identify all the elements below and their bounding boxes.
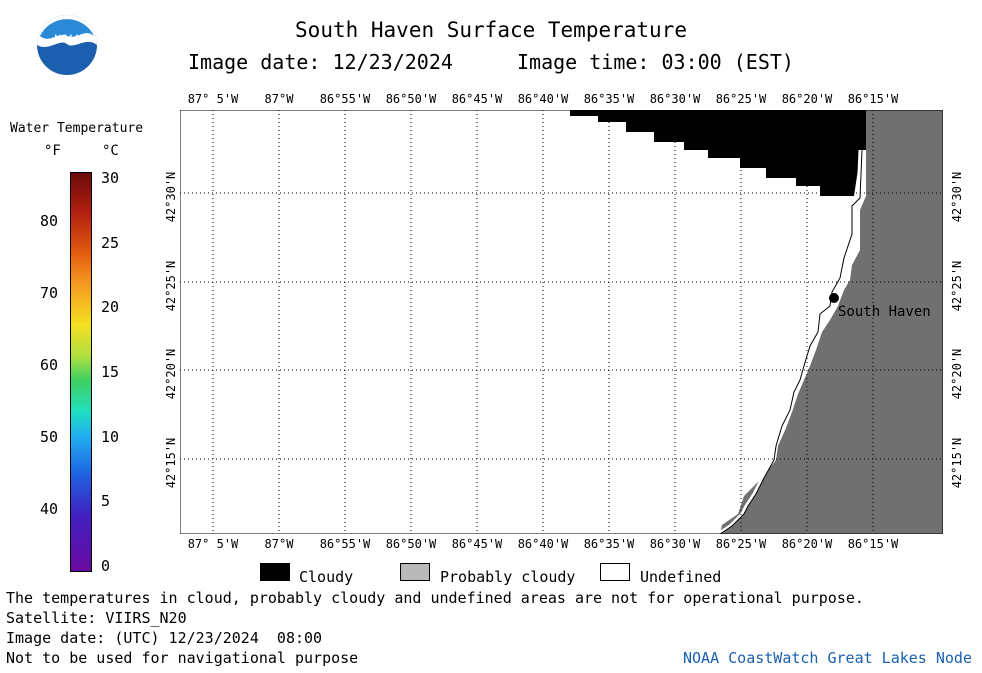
land-area — [720, 110, 943, 534]
credit: NOAA CoastWatch Great Lakes Node — [683, 649, 972, 667]
south-haven-label: South Haven — [838, 304, 931, 320]
south-haven-marker — [829, 293, 839, 303]
lon-label-top: 86°55'W — [319, 92, 371, 106]
lon-label-top: 86°25'W — [715, 92, 767, 106]
lon-label-bottom: 86°45'W — [451, 537, 503, 551]
lat-label-right: 42°20'N — [950, 348, 964, 400]
lon-label-top: 86°35'W — [583, 92, 635, 106]
colorbar-unit-c: °C — [102, 143, 119, 159]
legend-probably-cloudy-label: Probably cloudy — [440, 568, 576, 586]
lon-label-top: 86°40'W — [517, 92, 569, 106]
lat-label-left: 42°30'N — [164, 171, 178, 223]
lon-label-top: 86°20'W — [781, 92, 833, 106]
celsius-tick: 10 — [101, 427, 120, 446]
lon-label-top: 86°30'W — [649, 92, 701, 106]
celsius-tick: 30 — [101, 169, 120, 187]
celsius-tick: 20 — [101, 298, 120, 317]
celsius-tick: 25 — [101, 233, 120, 252]
lon-label-top: 86°45'W — [451, 92, 503, 106]
image-date-label: Image date: 12/23/2024 — [188, 50, 453, 74]
lon-label-bottom: 86°20'W — [781, 537, 833, 551]
lon-label-bottom: 86°55'W — [319, 537, 371, 551]
colorbar-title: Water Temperature — [10, 121, 144, 136]
colorbar-unit-f: °F — [44, 143, 61, 159]
lon-label-bottom: 86°25'W — [715, 537, 767, 551]
coastline — [717, 149, 862, 534]
lon-label-bottom: 86°15'W — [847, 537, 899, 551]
celsius-tick: 15 — [101, 363, 120, 381]
fahrenheit-tick: 40 — [40, 499, 59, 518]
lat-label-left: 42°25'N — [164, 260, 178, 312]
legend-cloudy-swatch — [260, 563, 290, 581]
map-title: South Haven Surface Temperature — [295, 18, 687, 42]
lat-label-right: 42°25'N — [950, 260, 964, 312]
utc-date: Image date: (UTC) 12/23/2024 08:00 — [6, 629, 323, 647]
satellite: Satellite: VIIRS_N20 — [6, 609, 187, 627]
legend-probably-cloudy-swatch — [400, 563, 430, 581]
lat-label-left: 42°15'N — [164, 437, 178, 489]
fahrenheit-tick: 70 — [40, 283, 59, 302]
lon-label-bottom: 86°30'W — [649, 537, 701, 551]
fahrenheit-tick: 80 — [40, 212, 59, 231]
legend-cloudy-label: Cloudy — [299, 568, 354, 586]
logo-text: NOAA — [54, 33, 80, 43]
disclaimer: The temperatures in cloud, probably clou… — [6, 589, 864, 607]
lon-label-top: 87° 5'W — [187, 92, 239, 106]
legend-undefined-swatch — [600, 563, 630, 581]
graticule — [180, 110, 943, 534]
fahrenheit-tick: 50 — [40, 427, 59, 446]
noaa-logo: NOAA — [37, 15, 97, 75]
legend-undefined-label: Undefined — [640, 568, 722, 586]
nav-warning: Not to be used for navigational purpose — [6, 649, 359, 667]
cloud-area — [570, 110, 866, 196]
lon-label-bottom: 86°40'W — [517, 537, 569, 551]
lon-label-top: 86°15'W — [847, 92, 899, 106]
lon-label-bottom: 87°W — [264, 537, 294, 551]
colorbar-gradient — [70, 172, 92, 572]
map-frame: South Haven — [180, 110, 943, 534]
lon-label-top: 86°50'W — [385, 92, 437, 106]
lat-label-left: 42°20'N — [164, 348, 178, 400]
lon-label-bottom: 86°35'W — [583, 537, 635, 551]
lon-label-top: 87°W — [264, 92, 294, 106]
image-date-time: Image date: 12/23/2024 Image time: 03:00… — [0, 50, 982, 74]
celsius-tick: 0 — [101, 557, 111, 575]
lon-label-bottom: 86°50'W — [385, 537, 437, 551]
fahrenheit-tick: 60 — [40, 355, 59, 374]
lat-label-right: 42°30'N — [950, 171, 964, 223]
image-time-label: Image time: 03:00 (EST) — [517, 50, 794, 74]
celsius-tick: 5 — [101, 492, 111, 511]
lon-label-bottom: 87° 5'W — [187, 537, 239, 551]
lat-label-right: 42°15'N — [950, 437, 964, 489]
